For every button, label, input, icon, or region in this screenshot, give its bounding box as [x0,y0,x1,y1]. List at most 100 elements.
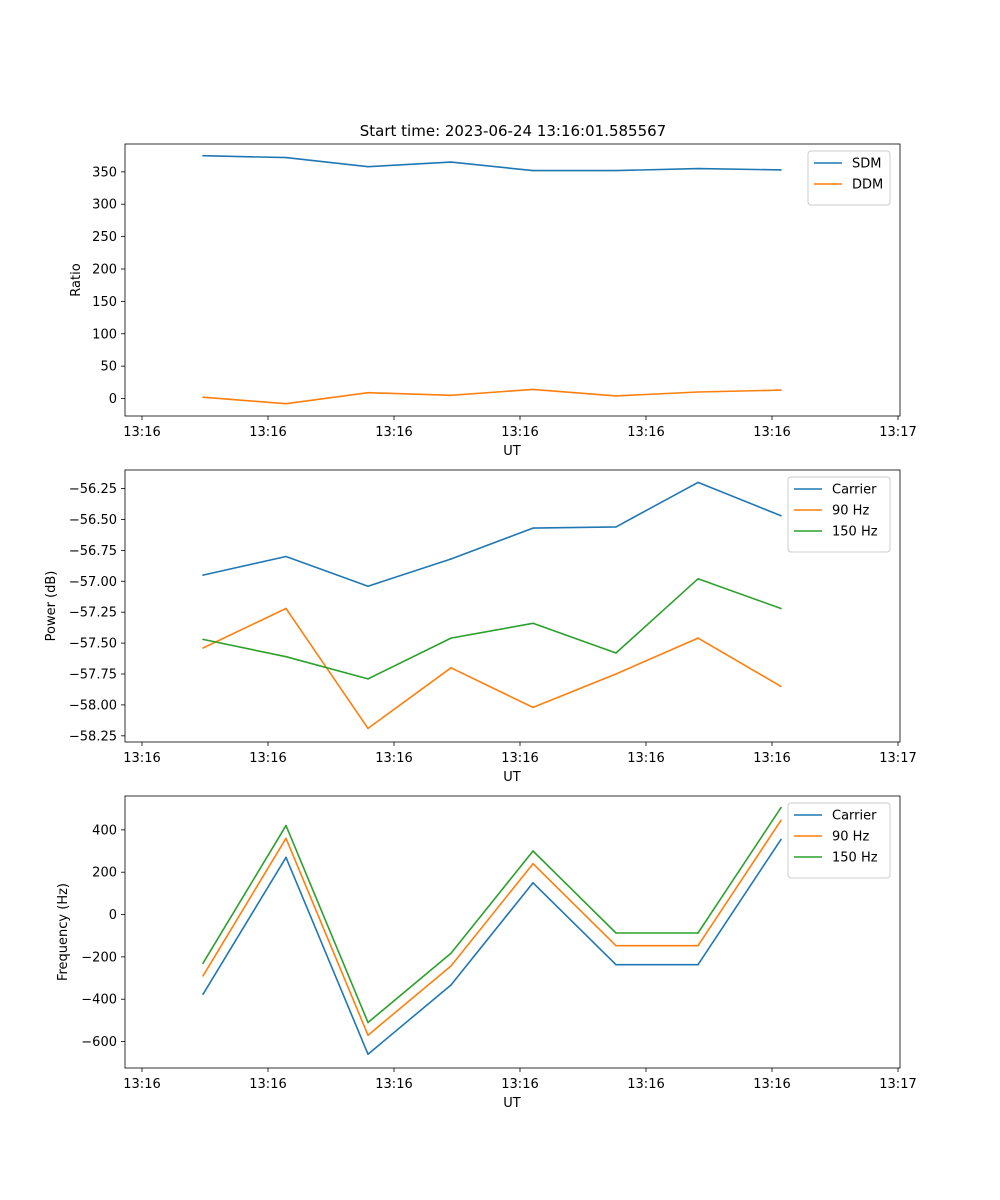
y-tick-label: 250 [92,230,117,245]
data-point [532,622,534,625]
data-point [532,882,534,884]
y-tick-label: 0 [109,392,117,407]
legend-label: 150 Hz [832,525,878,540]
data-point [615,932,617,934]
x-tick-label: 13:16 [123,1077,160,1092]
data-point [285,555,287,558]
data-point [532,527,534,529]
data-point [532,706,534,709]
data-point [532,862,534,865]
data-point [697,963,699,966]
data-point [780,169,782,171]
series-line-carrier [202,838,782,1055]
y-tick-label: 200 [92,262,117,277]
data-point [780,514,782,517]
y-tick-label: −56.50 [69,513,117,528]
x-tick-label: 13:17 [879,751,916,766]
y-tick-label: −58.00 [69,698,117,713]
data-point [285,655,287,658]
data-point [285,402,287,405]
series-line-sdm [202,154,782,172]
data-point [202,975,204,977]
data-point [202,574,204,576]
y-tick-label: 400 [92,823,117,838]
x-tick-label: 13:16 [753,751,790,766]
data-point [450,984,452,986]
chart-panel-2: 13:16 13:16 13:16 13:16 13:16 13:16 13:17 −56.2… [44,469,917,785]
chart-panel-1: 13:16 13:16 13:16 13:16 13:16 13:16 13:17 0 50 10… [69,143,917,459]
x-tick-label: 13:16 [627,751,664,766]
y-tick-label: −400 [81,993,117,1008]
data-point [780,819,782,822]
legend-label: Carrier [832,483,877,498]
data-point [367,1021,369,1024]
data-point [367,165,369,168]
data-point [202,962,204,964]
data-point [532,169,534,172]
y-tick-label: 100 [92,327,117,342]
data-point [202,154,204,157]
data-point [450,394,452,397]
legend-label: 90 Hz [832,830,869,845]
legend: Carrier 90 Hz 150 Hz [787,476,891,553]
data-point [450,965,452,967]
x-tick-label: 13:16 [123,425,160,440]
data-point [780,389,782,391]
x-tick-label: 13:17 [879,425,916,440]
legend: SDM DDM [807,150,891,206]
data-point [285,607,287,610]
data-point [697,637,699,639]
data-point [615,169,617,172]
legend-box [787,802,891,879]
series-line-ddm [202,388,782,405]
x-axis-label: UT [503,444,521,459]
legend-label: SDM [852,157,881,172]
axes-frame [124,795,901,1069]
x-tick-label: 13:16 [249,751,286,766]
data-point [367,585,369,587]
y-tick-label: −56.25 [69,482,117,497]
data-point [697,391,699,393]
legend-label: DDM [852,178,883,193]
y-tick-label: −57.50 [69,637,117,652]
x-tick-label: 13:16 [501,1077,538,1092]
legend: Carrier 90 Hz 150 Hz [787,802,891,879]
panels: 13:16 13:16 13:16 13:16 13:16 13:16 13:17 0 50 10… [44,143,917,1111]
data-point [697,944,699,947]
data-point [450,637,452,639]
x-tick-label: 13:16 [753,425,790,440]
legend-box [807,150,891,206]
data-point [615,673,617,675]
data-point [202,638,204,641]
series-line-90-hz [202,819,782,1036]
series-line-90-hz [202,607,782,730]
figure-title: Start time: 2023-06-24 13:16:01.585567 [360,122,666,140]
series-line-150-hz [202,807,782,1024]
y-tick-label: 150 [92,295,117,310]
data-point [615,944,617,947]
x-tick-label: 13:16 [501,751,538,766]
y-tick-label: 300 [92,198,117,213]
x-tick-label: 13:17 [879,1077,916,1092]
legend-label: 90 Hz [832,504,869,519]
data-point [780,685,782,688]
legend-label: Carrier [832,809,877,824]
data-point [697,481,699,484]
data-point [780,607,782,610]
chart-panel-3: 13:16 13:16 13:16 13:16 13:16 13:16 13:17 −600 −… [56,795,917,1111]
data-point [697,167,699,170]
data-point [367,1053,369,1055]
data-point [202,396,204,399]
data-point [615,395,617,397]
data-point [615,652,617,654]
x-tick-label: 13:16 [627,1077,664,1092]
y-tick-label: 0 [109,908,117,923]
data-point [780,806,782,809]
y-tick-label: −57.00 [69,575,117,590]
data-point [532,388,534,391]
y-tick-label: −600 [81,1035,117,1050]
x-tick-label: 13:16 [375,751,412,766]
series-line-carrier [202,481,782,588]
data-point [780,838,782,841]
data-point [367,678,369,680]
